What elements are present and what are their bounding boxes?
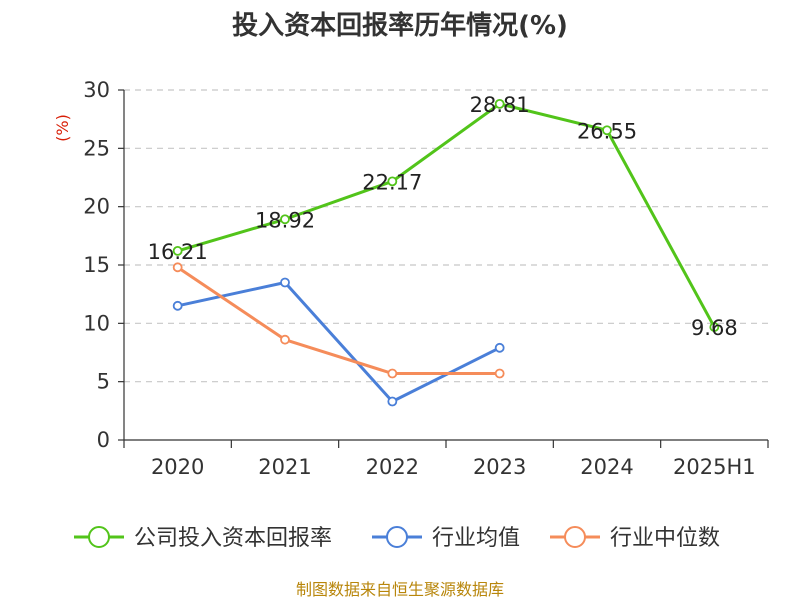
legend-item[interactable]: 行业均值: [372, 526, 520, 551]
data-point: [494, 368, 505, 379]
data-point: [280, 214, 290, 225]
y-tick-label: 20: [83, 195, 110, 219]
data-label: 18.92: [255, 208, 315, 232]
y-tick-label: 30: [83, 78, 110, 102]
chart-title: 投入资本回报率历年情况(%): [232, 10, 568, 41]
y-tick-label: 25: [83, 136, 110, 160]
x-tick-label: 2024: [580, 455, 633, 479]
y-axis-label: (%): [53, 114, 72, 142]
legend-marker: [564, 526, 586, 548]
data-point: [709, 322, 720, 332]
series-line: [177, 102, 716, 328]
data-point: [494, 342, 505, 353]
data-label: 28.81: [470, 93, 530, 117]
legend[interactable]: 公司投入资本回报率 行业均值 行业中位数: [74, 526, 720, 551]
data-point: [280, 277, 290, 288]
y-tick-label: 15: [83, 253, 110, 277]
data-point: [387, 396, 398, 407]
data-point: [172, 262, 183, 273]
legend-label: 公司投入资本回报率: [134, 526, 332, 551]
data-label: 26.55: [577, 119, 637, 143]
y-tick-label: 5: [97, 370, 110, 394]
x-tick-label: 2021: [258, 455, 311, 479]
legend-label: 行业中位数: [610, 526, 720, 551]
x-tick-label: 2020: [151, 455, 204, 479]
legend-marker: [386, 526, 408, 548]
legend-item[interactable]: 行业中位数: [550, 526, 720, 551]
series-layer: 16.21 18.92 22.17 28.81 26.55 9.68: [148, 93, 738, 407]
data-point: [387, 368, 398, 379]
grid-lines: [124, 89, 768, 383]
axes: 0 5 10 15 20 25 30 2020 2021 2022 2023 2024 2025H1: [83, 78, 769, 479]
data-label: 16.21: [148, 240, 208, 264]
data-point: [602, 125, 612, 136]
legend-marker: [88, 526, 110, 548]
data-point: [387, 176, 398, 187]
x-tick-label: 2023: [473, 455, 526, 479]
x-tick-label: 2025H1: [673, 455, 756, 479]
data-label: 9.68: [691, 316, 738, 340]
y-tick-label: 10: [83, 311, 110, 335]
data-label: 22.17: [362, 170, 422, 194]
data-point: [280, 334, 290, 345]
series-line: [176, 266, 500, 375]
data-point: [172, 245, 183, 256]
data-point: [172, 300, 183, 311]
x-tick-label: 2022: [366, 455, 419, 479]
source-note: 制图数据来自恒生聚源数据库: [296, 580, 504, 599]
data-point: [494, 98, 505, 109]
legend-label: 行业均值: [432, 526, 520, 551]
y-tick-label: 0: [97, 428, 110, 452]
legend-item[interactable]: 公司投入资本回报率: [74, 526, 332, 551]
